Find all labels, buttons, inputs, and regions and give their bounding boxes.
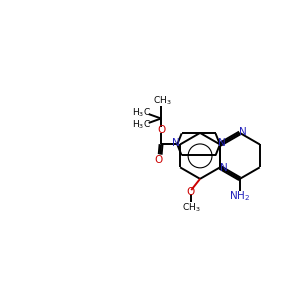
Text: O: O — [187, 187, 195, 197]
Text: N: N — [239, 127, 247, 137]
Text: NH$_2$: NH$_2$ — [229, 190, 250, 203]
Text: CH$_3$: CH$_3$ — [182, 202, 200, 214]
Text: N: N — [218, 138, 225, 148]
Text: H$_3$C: H$_3$C — [132, 119, 151, 131]
Text: O: O — [154, 155, 162, 165]
Text: H$_3$C: H$_3$C — [132, 106, 151, 119]
Text: O: O — [157, 125, 165, 135]
Text: N: N — [220, 163, 227, 173]
Text: N: N — [172, 138, 180, 148]
Text: CH$_3$: CH$_3$ — [153, 94, 171, 107]
